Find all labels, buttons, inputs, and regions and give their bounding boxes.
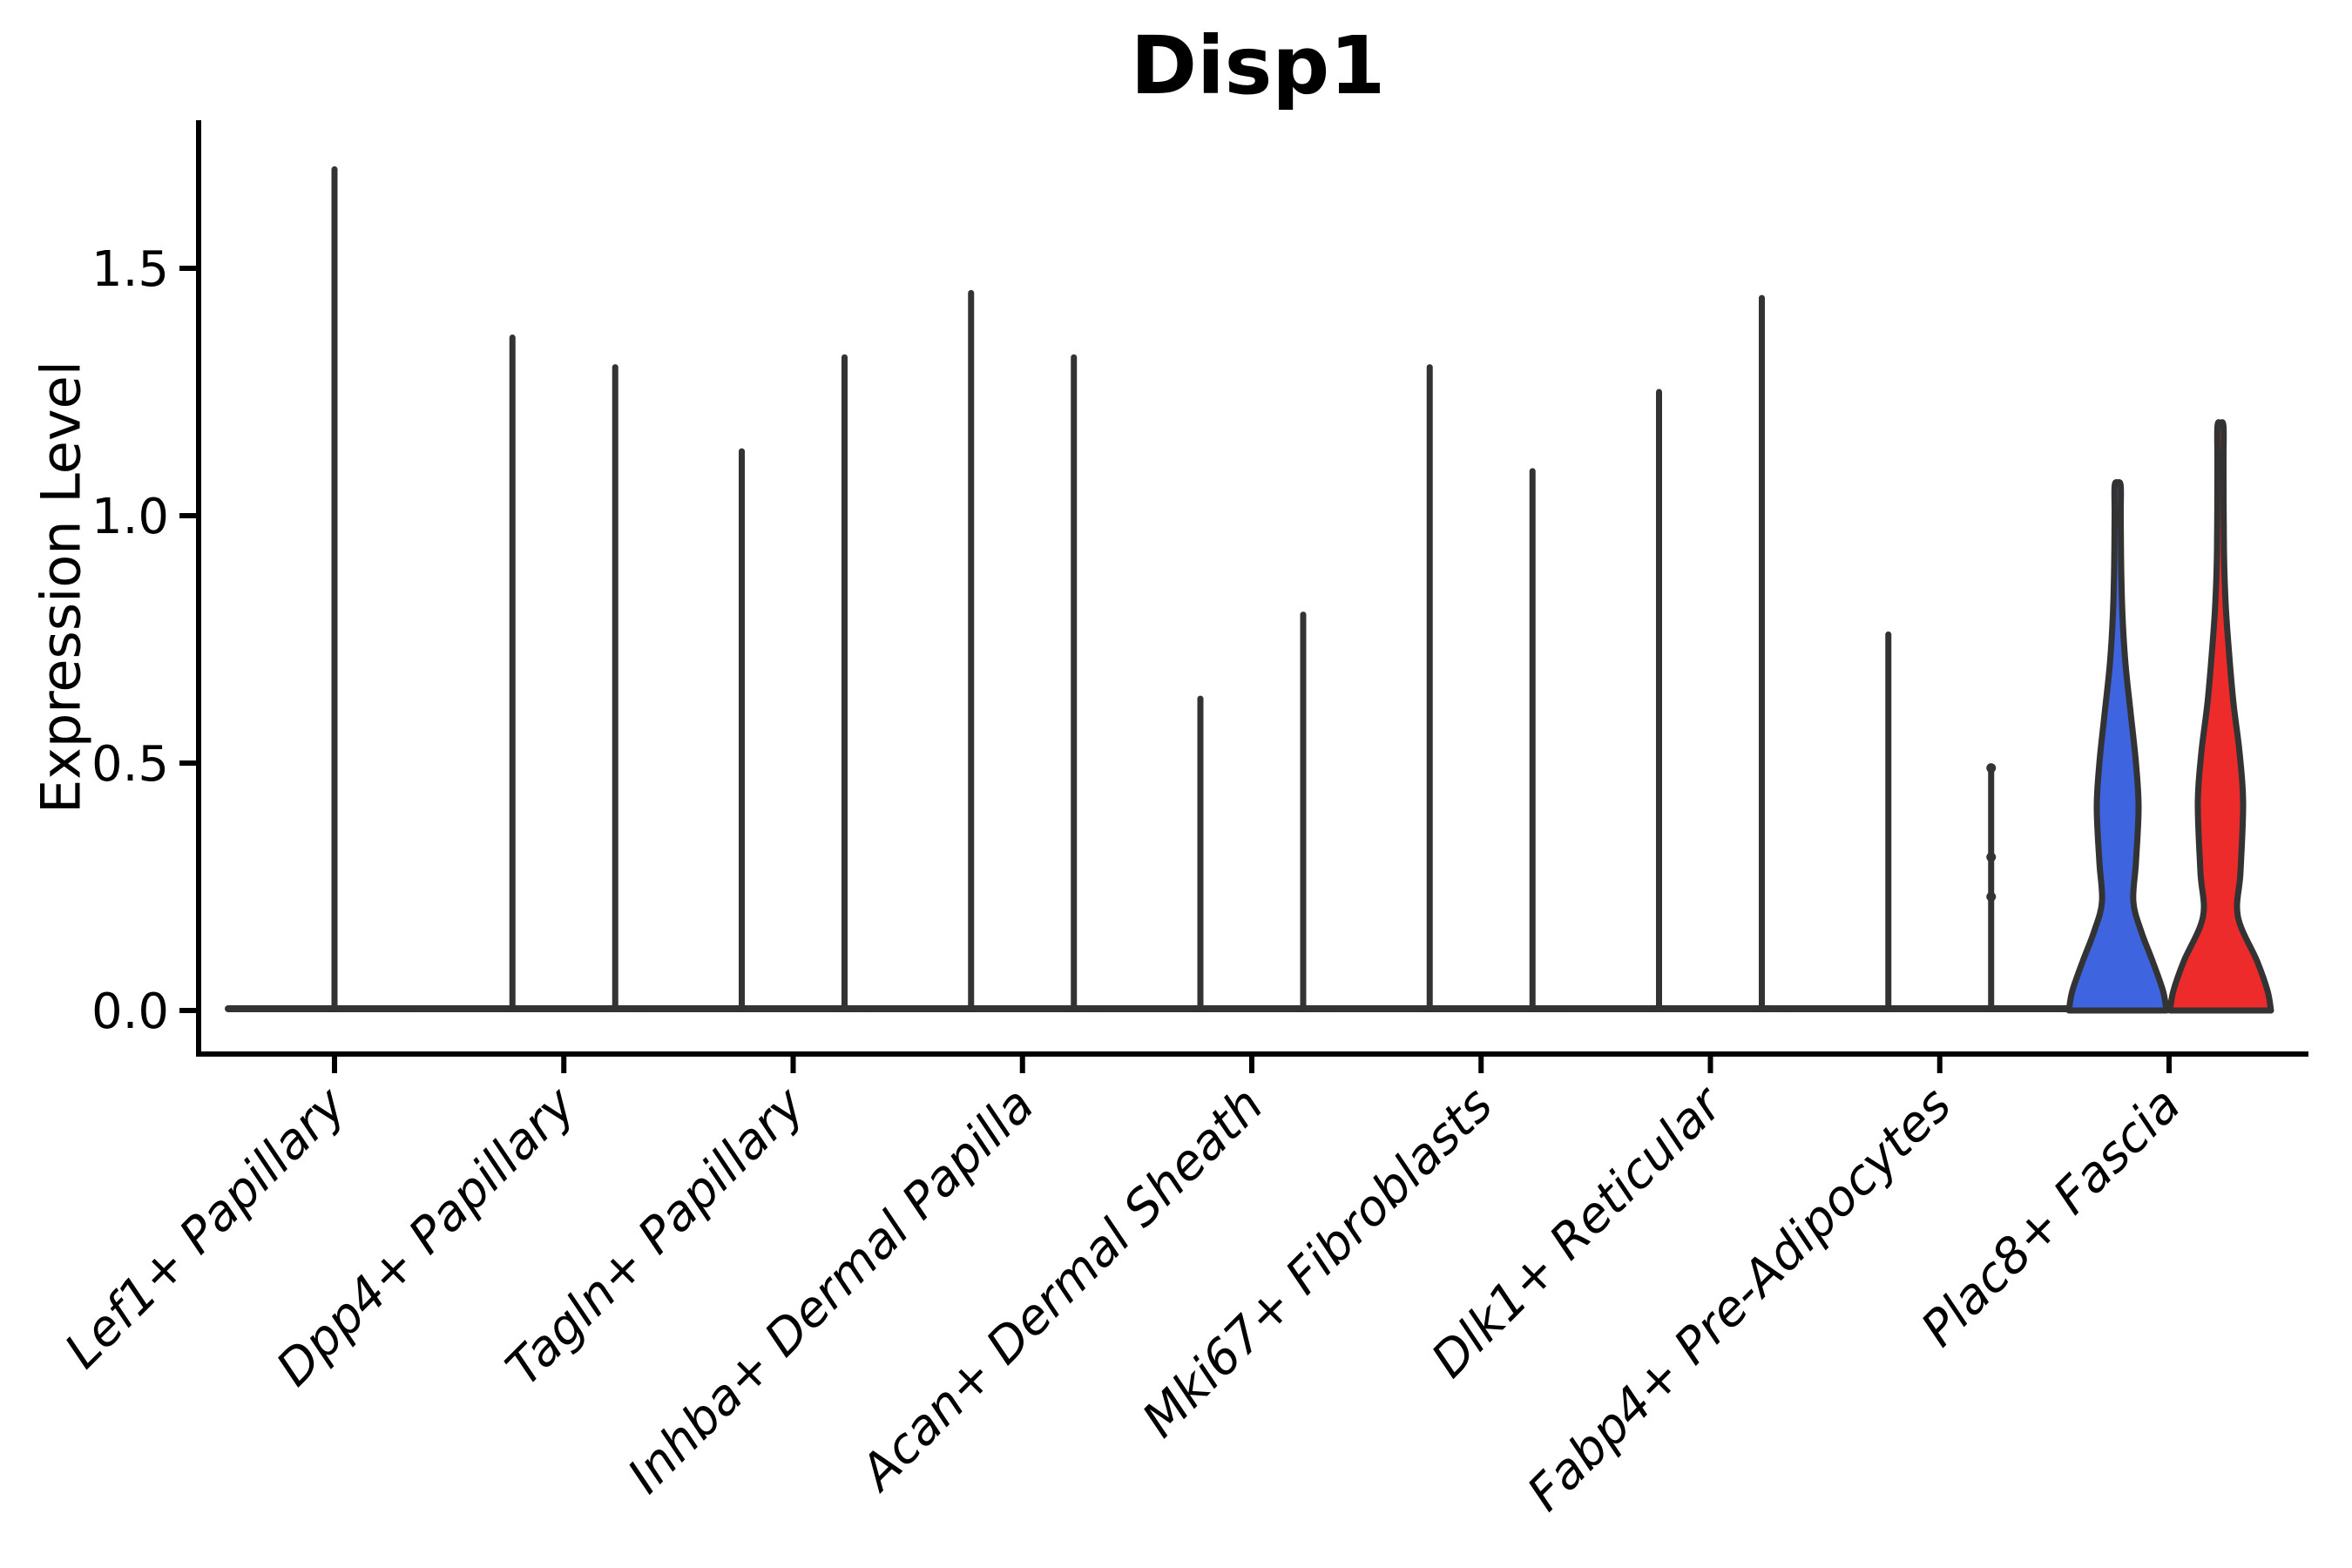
y-tick-label: 0.5 xyxy=(91,736,169,793)
violin-plac8-fascia-right xyxy=(2166,419,2274,1014)
violin-plac8-fascia-left xyxy=(2065,479,2170,1014)
x-tick-label: Inhba+ Dermal Papilla xyxy=(618,1077,1045,1504)
y-tick-label: 1.5 xyxy=(91,241,169,298)
y-axis-label: Expression Level xyxy=(29,361,93,814)
violin-dot-fabp4-pre-adipocytes-right xyxy=(1986,763,1997,774)
y-tick-label: 0.0 xyxy=(91,983,169,1040)
violin-dot-fabp4-pre-adipocytes-right xyxy=(1986,852,1997,862)
violin-dot-fabp4-pre-adipocytes-right xyxy=(1986,891,1997,902)
x-tick-label: Fabp4+ Pre-Adipocytes xyxy=(1517,1077,1962,1522)
x-tick-label: Acan+ Dermal Sheath xyxy=(848,1077,1274,1503)
y-tick-label: 1.0 xyxy=(91,489,169,545)
chart-title: Disp1 xyxy=(1130,19,1386,112)
